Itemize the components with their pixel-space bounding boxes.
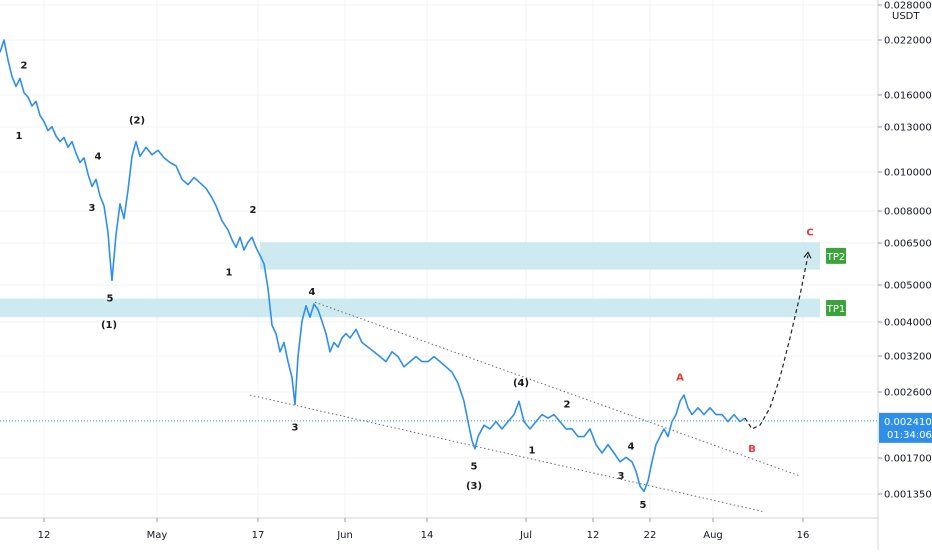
currency-unit-label: USDT — [892, 11, 920, 22]
wedge-trendline — [314, 301, 801, 477]
wave-label: 2 — [21, 60, 28, 71]
projection-path — [744, 255, 809, 430]
target-label-tp1: TP1 — [826, 304, 846, 315]
wave-label: (3) — [466, 481, 482, 492]
trendlines — [249, 301, 801, 513]
wave-label: 1 — [16, 131, 23, 142]
wave-label: 1 — [529, 445, 536, 456]
wave-label: (1) — [101, 320, 117, 331]
wave-label: A — [676, 373, 684, 384]
wave-label: 3 — [89, 203, 96, 214]
target-zone-tp1 — [0, 298, 820, 318]
wave-label: 3 — [292, 422, 299, 433]
projection-arrowhead — [803, 251, 812, 259]
wave-label: 4 — [95, 151, 102, 162]
wave-label: 4 — [628, 441, 635, 452]
x-tick-label: 14 — [421, 530, 434, 541]
wave-label: 5 — [471, 461, 478, 472]
target-zones: TP2 TP1 — [0, 242, 846, 318]
wave-label: 1 — [226, 268, 233, 279]
wave-label: 4 — [309, 287, 316, 298]
wave-label: (4) — [513, 378, 529, 389]
wave-label: C — [806, 227, 813, 238]
x-tick-label: Aug — [703, 530, 723, 541]
price-layer — [0, 39, 878, 493]
wave-label: 5 — [107, 294, 114, 305]
target-zone-tp2 — [260, 242, 820, 270]
x-tick-label: Jul — [519, 530, 532, 541]
price-series-line — [0, 39, 746, 493]
wedge-trendline — [249, 394, 766, 513]
x-tick-label: 12 — [38, 530, 51, 541]
wave-label: 2 — [564, 400, 571, 411]
x-tick-label: May — [147, 530, 168, 541]
wave-label: (2) — [129, 115, 145, 126]
x-tick-label: 16 — [797, 530, 810, 541]
x-tick-label: 12 — [587, 530, 600, 541]
price-axis-panel — [878, 0, 932, 550]
y-tick-label: 0.0013500 — [884, 490, 932, 501]
target-badge-tp1 — [826, 299, 846, 316]
bar-countdown: 01:34:06 — [887, 430, 932, 441]
x-tick-label: Jun — [336, 530, 353, 541]
wave-label: 3 — [618, 471, 625, 482]
x-tick-label: 22 — [644, 530, 657, 541]
wave-label: B — [748, 444, 756, 455]
current-price-tag — [879, 412, 932, 443]
wave-label: 2 — [250, 205, 257, 216]
x-tick-label: 17 — [252, 530, 265, 541]
current-price-value: 0.0024107 — [884, 417, 932, 428]
time-axis-panel — [0, 518, 932, 550]
target-badge-tp2 — [826, 247, 846, 264]
target-label-tp2: TP2 — [826, 252, 846, 263]
wave-label: 5 — [640, 500, 647, 511]
